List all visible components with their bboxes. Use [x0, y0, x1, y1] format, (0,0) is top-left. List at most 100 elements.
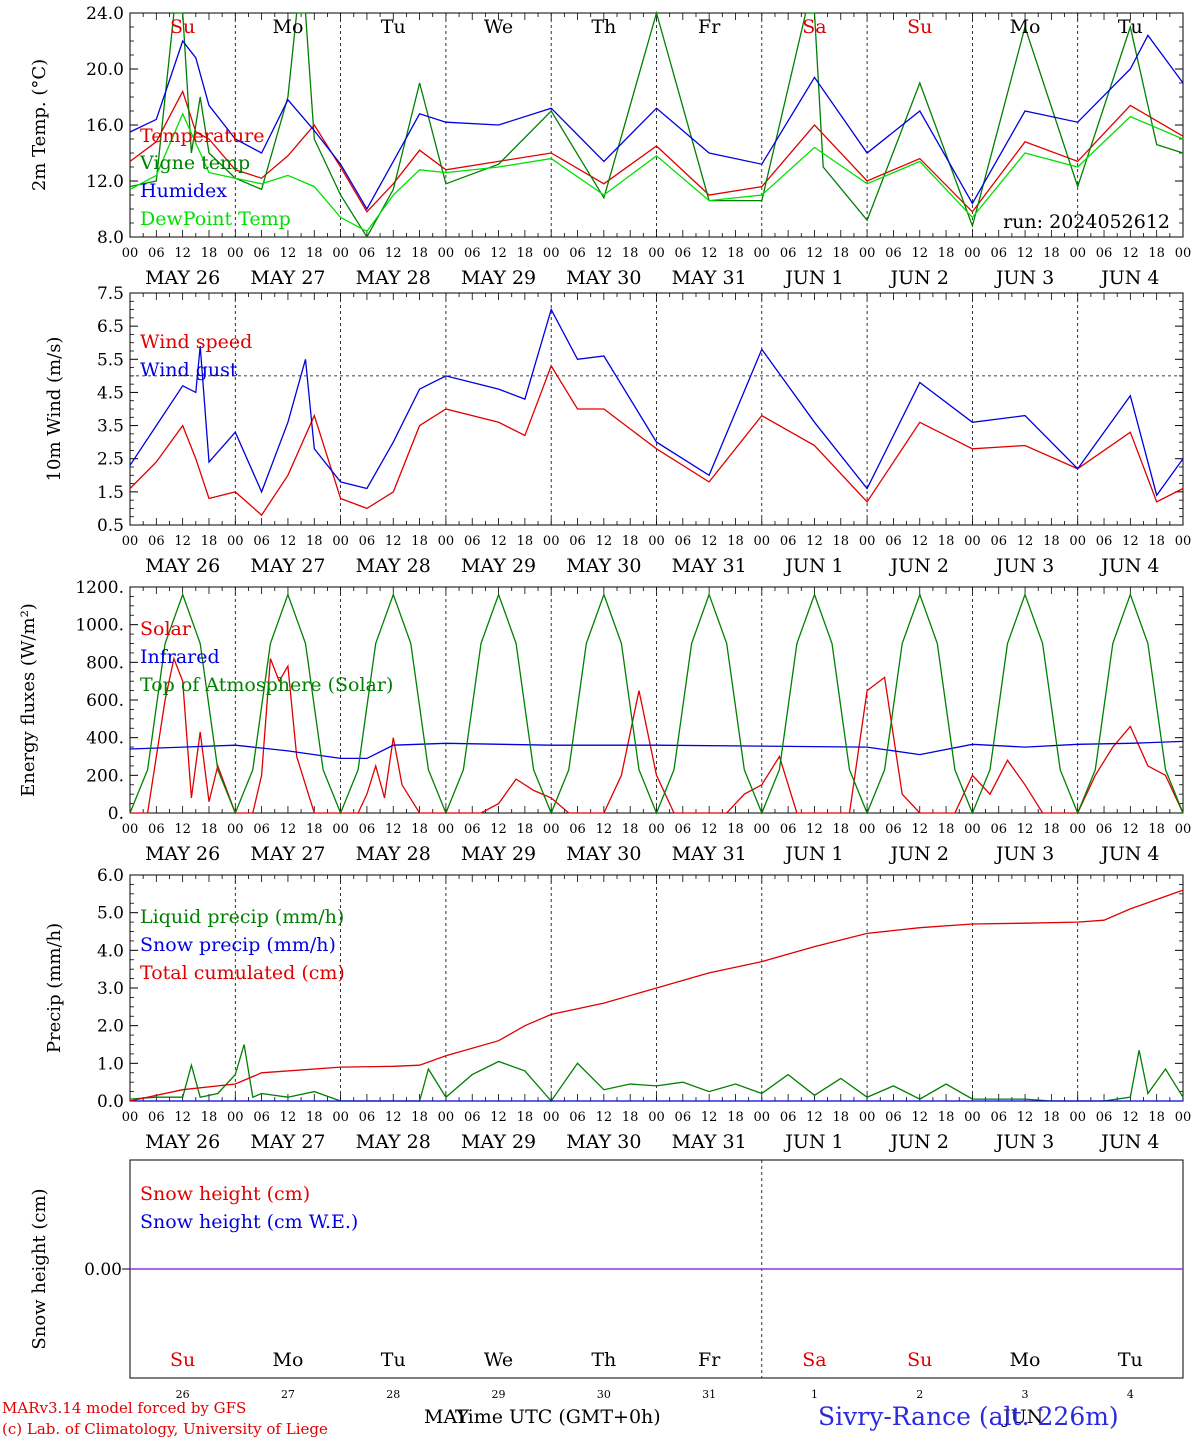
- y-tick-label: 16.0: [86, 116, 124, 136]
- hour-tick-label: 06: [253, 246, 270, 261]
- hour-tick-label: 06: [1096, 534, 1113, 549]
- date-label: MAY 30: [566, 1131, 641, 1153]
- legend-label: Temperature: [140, 125, 264, 147]
- y-tick-label: 6.5: [97, 317, 124, 337]
- hour-tick-label: 18: [622, 822, 639, 837]
- y-tick-label: 2.0: [97, 1017, 124, 1037]
- y-tick-label: 3.0: [97, 979, 124, 999]
- hour-tick-label: 06: [885, 246, 902, 261]
- day-number-label: 1: [811, 1388, 818, 1401]
- weekday-label: Mo: [272, 16, 303, 38]
- y-tick-label: 4.5: [97, 383, 124, 403]
- hour-tick-label: 18: [517, 1110, 534, 1125]
- y-axis-title: Energy fluxes (W/m²): [18, 603, 39, 797]
- hour-tick-label: 12: [806, 534, 823, 549]
- date-label: MAY 29: [461, 1131, 536, 1153]
- hour-tick-label: 12: [1122, 1110, 1139, 1125]
- hour-tick-label: 06: [253, 1110, 270, 1125]
- hour-tick-label: 00: [648, 822, 665, 837]
- series-line-temperature: [129, 89, 1184, 213]
- hour-tick-label: 00: [122, 246, 139, 261]
- hour-tick-label: 18: [1043, 1110, 1060, 1125]
- hour-tick-label: 00: [227, 822, 244, 837]
- date-label: MAY 28: [356, 555, 431, 577]
- hour-tick-label: 12: [280, 534, 297, 549]
- date-label: MAY 26: [145, 1131, 220, 1153]
- hour-tick-label: 06: [1096, 1110, 1113, 1125]
- date-label: MAY 26: [145, 843, 220, 865]
- hour-tick-label: 00: [1175, 246, 1192, 261]
- weekday-label: Mo: [1010, 1349, 1041, 1371]
- weekday-label: Tu: [1118, 1349, 1143, 1371]
- weekday-label: We: [484, 16, 513, 38]
- date-label: JUN 4: [1099, 843, 1159, 865]
- day-number-label: 2: [916, 1388, 923, 1401]
- hour-tick-label: 12: [596, 1110, 613, 1125]
- hour-tick-label: 00: [227, 534, 244, 549]
- hour-tick-label: 12: [385, 534, 402, 549]
- date-label: JUN 4: [1099, 267, 1159, 289]
- hour-tick-label: 00: [332, 822, 349, 837]
- y-tick-label: 1200.: [75, 578, 124, 598]
- hour-tick-label: 00: [438, 822, 455, 837]
- weekday-label: Sa: [802, 1349, 826, 1371]
- month-label-jun: JUN: [1003, 1406, 1044, 1428]
- y-tick-label: 24.0: [86, 4, 124, 24]
- hour-tick-label: 06: [464, 246, 481, 261]
- hour-tick-label: 18: [1148, 1110, 1165, 1125]
- date-label: MAY 28: [356, 267, 431, 289]
- date-label: JUN 3: [994, 1131, 1054, 1153]
- hour-tick-label: 18: [938, 534, 955, 549]
- hour-tick-label: 18: [411, 1110, 428, 1125]
- hour-tick-label: 00: [859, 822, 876, 837]
- credit-lab: (c) Lab. of Climatology, University of L…: [2, 1420, 328, 1438]
- hour-tick-label: 00: [332, 246, 349, 261]
- hour-tick-label: 00: [438, 246, 455, 261]
- hour-tick-label: 12: [490, 822, 507, 837]
- date-label: MAY 27: [250, 1131, 325, 1153]
- y-axis-title: Precip (mm/h): [44, 923, 65, 1053]
- y-tick-label: 400.: [86, 729, 124, 749]
- weekday-label: Th: [591, 1349, 616, 1371]
- y-tick-label: 200.: [86, 766, 124, 786]
- hour-tick-label: 00: [648, 1110, 665, 1125]
- hour-tick-label: 12: [385, 1110, 402, 1125]
- hour-tick-label: 00: [122, 1110, 139, 1125]
- hour-tick-label: 12: [1017, 246, 1034, 261]
- hour-tick-label: 18: [727, 822, 744, 837]
- hour-tick-label: 06: [885, 534, 902, 549]
- date-label: MAY 30: [566, 843, 641, 865]
- date-label: MAY 27: [250, 555, 325, 577]
- hour-tick-label: 12: [490, 1110, 507, 1125]
- hour-tick-label: 06: [464, 1110, 481, 1125]
- hour-tick-label: 06: [675, 246, 692, 261]
- hour-tick-label: 18: [622, 1110, 639, 1125]
- hour-tick-label: 06: [990, 1110, 1007, 1125]
- hour-tick-label: 18: [938, 1110, 955, 1125]
- date-label: MAY 29: [461, 555, 536, 577]
- hour-tick-label: 00: [964, 822, 981, 837]
- date-label: JUN 1: [783, 843, 843, 865]
- weekday-label: Su: [907, 1349, 932, 1371]
- hour-tick-label: 18: [306, 534, 323, 549]
- hour-tick-label: 06: [675, 1110, 692, 1125]
- hour-tick-label: 00: [1175, 534, 1192, 549]
- legend-label: Total cumulated (cm): [140, 962, 345, 984]
- hour-tick-label: 06: [1096, 246, 1113, 261]
- date-label: MAY 27: [250, 843, 325, 865]
- legend-label: Wind speed: [140, 331, 252, 353]
- date-label: MAY 31: [672, 1131, 747, 1153]
- date-label: MAY 28: [356, 843, 431, 865]
- day-number-label: 26: [176, 1388, 190, 1401]
- hour-tick-label: 00: [648, 534, 665, 549]
- hour-tick-label: 00: [754, 246, 771, 261]
- hour-tick-label: 12: [911, 1110, 928, 1125]
- hour-tick-label: 12: [701, 534, 718, 549]
- y-tick-label: 0.: [108, 804, 124, 824]
- y-tick-label: 4.0: [97, 941, 124, 961]
- hour-tick-label: 06: [780, 1110, 797, 1125]
- hour-tick-label: 18: [727, 1110, 744, 1125]
- y-axis-title: 10m Wind (m/s): [44, 337, 65, 482]
- series-line-vigne-temp: [129, 10, 1184, 239]
- legend-label: Infrared: [140, 646, 220, 668]
